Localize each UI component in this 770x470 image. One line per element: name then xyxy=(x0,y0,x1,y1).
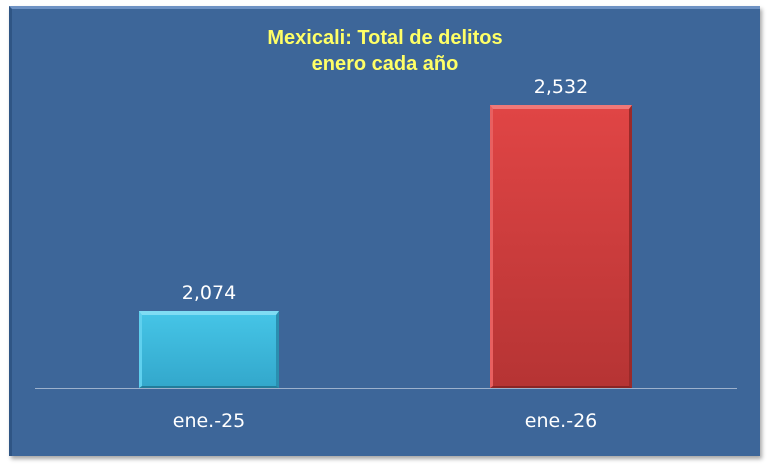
x-axis-line xyxy=(35,388,737,389)
x-tick-label-2: ene.-26 xyxy=(524,410,598,432)
bar-ene-25 xyxy=(139,311,279,388)
chart-panel xyxy=(9,6,760,456)
data-label-1: 2,074 xyxy=(181,282,237,304)
bar-ene-26 xyxy=(490,105,632,388)
chart-subtitle: enero cada año xyxy=(311,53,459,75)
x-tick-label-1: ene.-25 xyxy=(172,410,246,432)
chart-title: Mexicali: Total de delitos xyxy=(267,27,503,49)
data-label-2: 2,532 xyxy=(533,76,589,98)
